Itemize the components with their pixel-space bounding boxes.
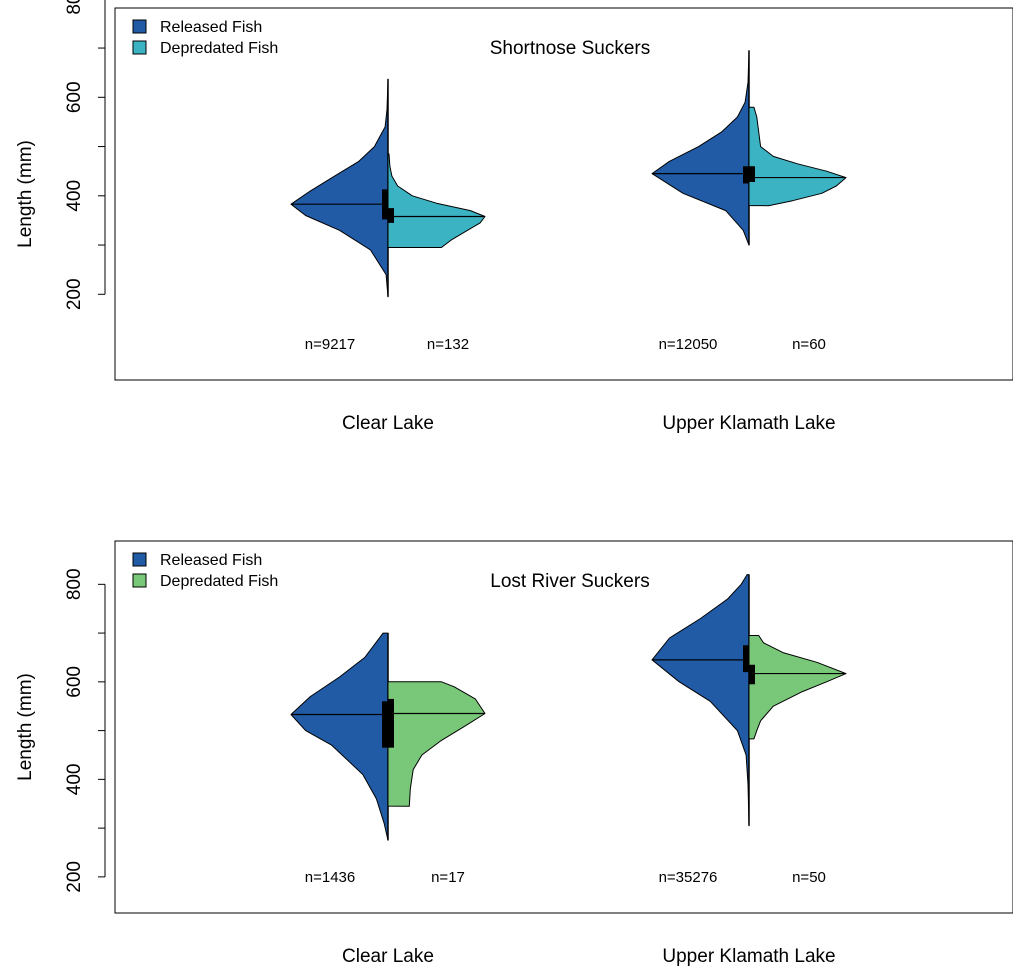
- y-tick-label: 600: [64, 666, 85, 698]
- y-tick-label: 600: [64, 81, 85, 113]
- iqr-box-released: [743, 166, 749, 184]
- legend-label: Depredated Fish: [160, 573, 278, 590]
- plot-frame: [114, 540, 1013, 914]
- y-tick-label: 200: [64, 861, 85, 893]
- x-category-label: Upper Klamath Lake: [662, 413, 835, 434]
- x-category-label: Clear Lake: [342, 413, 434, 434]
- y-axis-label: Length (mm): [15, 673, 36, 781]
- n-label: n=1436: [305, 869, 355, 886]
- chart-panel: 200 400 600 800 Length (mm) Lost River Sucker…: [15, 540, 1013, 967]
- violin-half-released: [651, 574, 750, 827]
- n-label: n=50: [792, 869, 826, 886]
- y-tick-label: 800: [64, 0, 85, 15]
- iqr-box-depredated: [749, 166, 755, 183]
- iqr-box-depredated: [388, 208, 394, 223]
- n-label: n=12050: [659, 336, 718, 353]
- legend-label: Depredated Fish: [160, 40, 278, 57]
- n-label: n=35276: [659, 869, 718, 886]
- iqr-box-depredated: [388, 698, 394, 748]
- violin-half-depredated: [748, 106, 847, 207]
- legend-label: Released Fish: [160, 552, 262, 569]
- y-tick-label: 400: [64, 764, 85, 796]
- n-label: n=132: [427, 336, 469, 353]
- legend-swatch: [132, 40, 147, 55]
- n-label: n=17: [431, 869, 465, 886]
- iqr-box-released: [743, 645, 749, 673]
- chart-title: Shortnose Suckers: [490, 38, 651, 59]
- violin-half-released: [290, 78, 389, 298]
- legend-swatch: [132, 573, 147, 588]
- y-tick-label: 200: [64, 278, 85, 310]
- x-category-label: Upper Klamath Lake: [662, 946, 835, 967]
- n-label: n=60: [792, 336, 826, 353]
- legend-swatch: [132, 552, 147, 567]
- chart-title: Lost River Suckers: [490, 571, 649, 592]
- iqr-box-released: [382, 189, 388, 220]
- plot-frame: [114, 7, 1013, 381]
- x-category-label: Clear Lake: [342, 946, 434, 967]
- violin-half-depredated: [748, 635, 847, 740]
- n-label: n=9217: [305, 336, 355, 353]
- chart-panel: 200 400 600 800 Length (mm) Shortnose Suckers…: [15, 0, 1013, 434]
- legend-label: Released Fish: [160, 19, 262, 36]
- violin-half-released: [290, 632, 389, 841]
- y-tick-label: 800: [64, 568, 85, 600]
- y-tick-label: 400: [64, 180, 85, 212]
- legend-swatch: [132, 19, 147, 34]
- y-axis-label: Length (mm): [15, 140, 36, 248]
- violin-half-released: [651, 50, 750, 246]
- iqr-box-depredated: [749, 664, 755, 685]
- violin-half-depredated: [387, 681, 486, 807]
- iqr-box-released: [382, 701, 388, 748]
- violin-half-depredated: [387, 153, 486, 249]
